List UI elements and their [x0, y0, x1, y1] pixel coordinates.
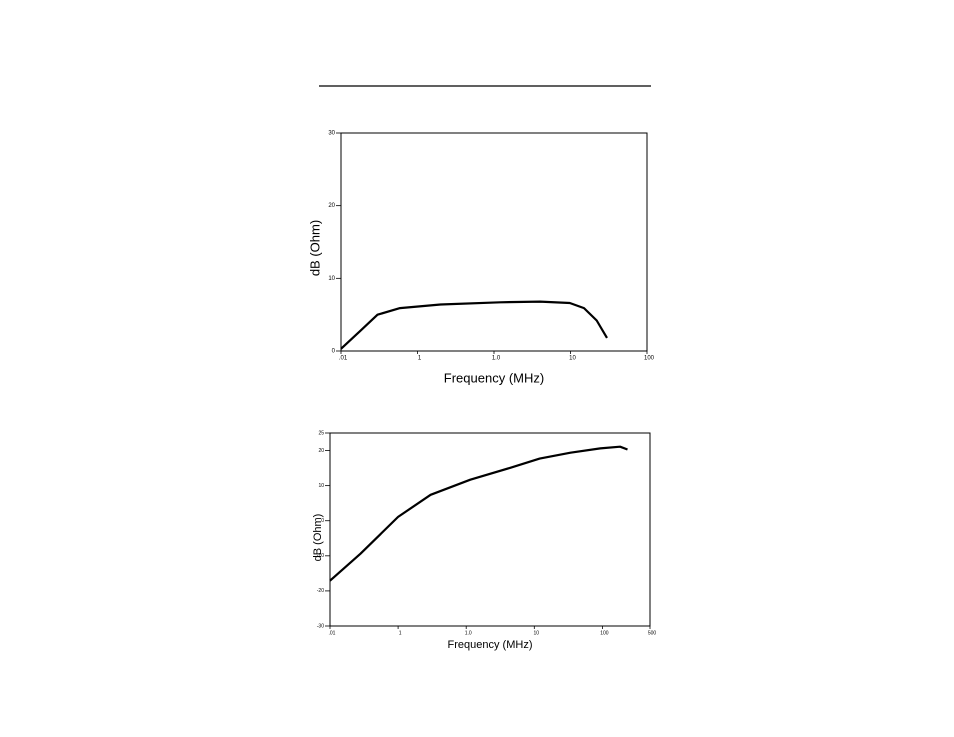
- x-tick-label: .01: [339, 356, 348, 362]
- x-tick-label: 100: [644, 356, 655, 362]
- x-tick-label: 100: [600, 630, 609, 636]
- y-axis-label: dB (Ohm): [312, 514, 324, 562]
- x-tick-label: .01: [329, 630, 336, 636]
- y-tick-label: 10: [318, 483, 324, 489]
- x-tick-label: 10: [569, 356, 576, 362]
- y-tick-label: 10: [328, 276, 335, 282]
- y-tick-label: 20: [318, 448, 324, 454]
- y-axis-label: dB (Ohm): [307, 220, 322, 276]
- y-tick-label: 25: [318, 430, 324, 436]
- y-tick-label: 20: [328, 203, 335, 209]
- x-tick-label: 1.0: [492, 356, 501, 362]
- y-tick-label: -10: [317, 553, 324, 559]
- x-tick-label: 1.0: [465, 630, 472, 636]
- y-tick-label: 0: [321, 518, 324, 524]
- x-tick-label: 1: [418, 356, 422, 362]
- x-axis-label: Frequency (MHz): [448, 639, 533, 651]
- x-tick-label: 500: [648, 630, 657, 636]
- x-axis-label: Frequency (MHz): [444, 370, 544, 385]
- y-tick-label: -20: [317, 588, 324, 594]
- x-tick-label: 1: [399, 630, 402, 636]
- plot-frame: [340, 132, 648, 352]
- data-line: [329, 445, 628, 582]
- y-tick-label: 0: [332, 349, 336, 355]
- y-tick-label: 30: [328, 131, 335, 137]
- x-tick-label: 10: [534, 630, 540, 636]
- plot-frame: [329, 432, 651, 627]
- y-tick-label: -30: [317, 623, 324, 629]
- data-line: [340, 300, 608, 350]
